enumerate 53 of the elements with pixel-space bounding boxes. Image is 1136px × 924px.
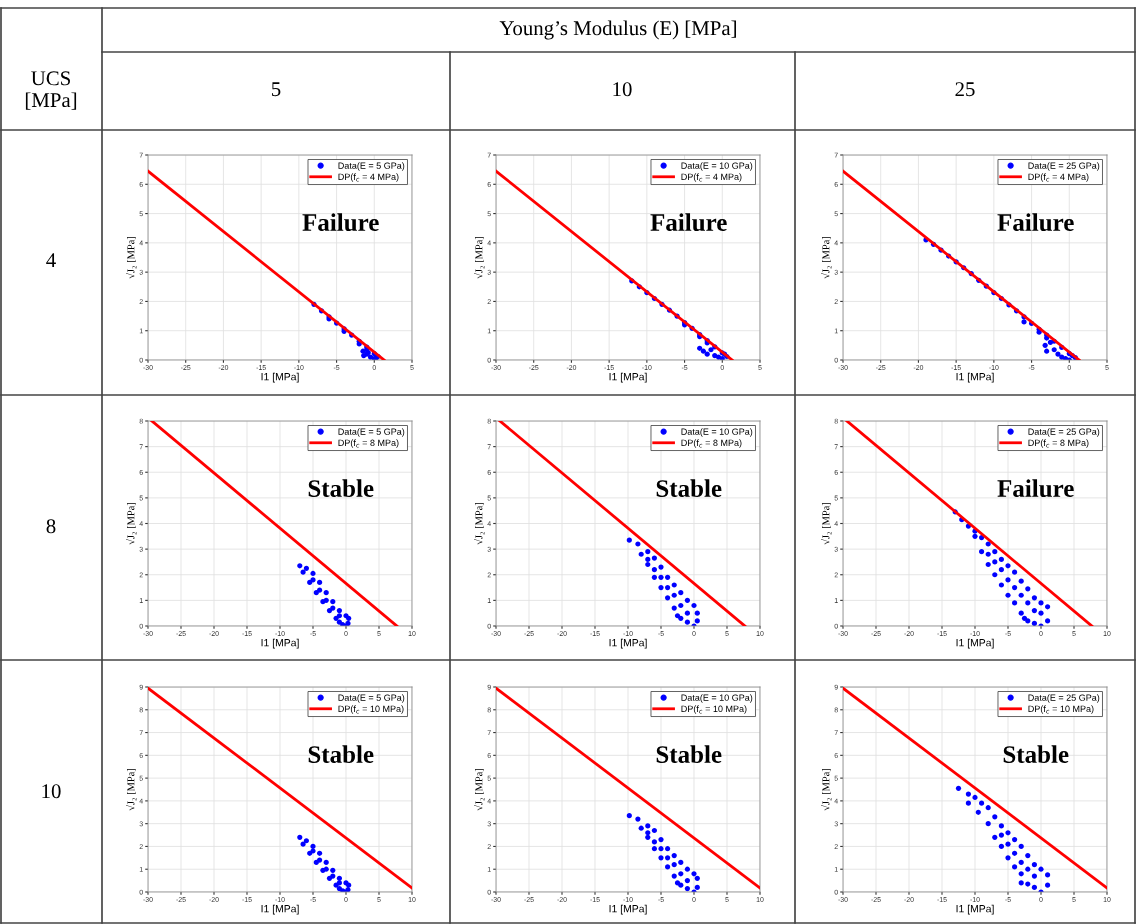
legend-label: Data(E = 25 GPa) xyxy=(1028,428,1100,437)
annotation: Stable xyxy=(308,479,374,497)
legend-label: Data(E = 25 GPa) xyxy=(1028,162,1100,171)
legend-label: DP(f$_{c}$ = 4 MPa) xyxy=(681,173,742,182)
text: 10 xyxy=(42,784,61,799)
annotation: Failure xyxy=(997,213,1074,232)
x-axis-title: I1 [MPa] xyxy=(261,638,299,649)
x-axis-title: I1 [MPa] xyxy=(609,638,647,649)
annotation: Stable xyxy=(656,479,722,497)
annotation: Stable xyxy=(308,745,374,763)
legend-label: Data(E = 10 GPa) xyxy=(681,162,753,171)
text: UCS [MPa] xyxy=(25,71,77,110)
text: 25 xyxy=(955,82,975,97)
x-axis-title: I1 [MPa] xyxy=(956,904,994,915)
annotation: Stable xyxy=(656,745,722,763)
legend-label: DP(f$_{c}$ = 10 MPa) xyxy=(681,705,747,714)
legend-label: DP(f$_{c}$ = 4 MPa) xyxy=(1028,173,1089,182)
y-axis-title: √J₂ [MPa] xyxy=(126,768,137,811)
text: 5 xyxy=(272,82,281,97)
text: 8 xyxy=(46,519,56,534)
y-axis-title: √J₂ [MPa] xyxy=(821,768,832,811)
y-axis-title: √J₂ [MPa] xyxy=(821,236,832,279)
legend-label: DP(f$_{c}$ = 8 MPa) xyxy=(1028,439,1089,448)
y-axis-title: √J₂ [MPa] xyxy=(821,502,832,545)
annotation: Failure xyxy=(302,213,379,232)
text: 10 xyxy=(613,82,632,97)
legend-label: DP(f$_{c}$ = 8 MPa) xyxy=(681,439,742,448)
legend-label: Data(E = 5 GPa) xyxy=(338,162,405,171)
legend-label: DP(f$_{c}$ = 4 MPa) xyxy=(338,173,399,182)
y-axis-title: √J₂ [MPa] xyxy=(126,236,137,279)
legend-label: DP(f$_{c}$ = 10 MPa) xyxy=(338,705,404,714)
x-axis-title: I1 [MPa] xyxy=(956,372,994,383)
legend-label: DP(f$_{c}$ = 8 MPa) xyxy=(338,439,399,448)
x-axis-title: I1 [MPa] xyxy=(609,372,647,383)
x-axis-title: I1 [MPa] xyxy=(956,638,994,649)
legend-label: Data(E = 5 GPa) xyxy=(338,694,405,703)
text: Young’s Modulus (E) [MPa] xyxy=(499,20,736,40)
annotation: Failure xyxy=(997,479,1074,498)
y-axis-title: √J₂ [MPa] xyxy=(474,236,485,279)
x-axis-title: I1 [MPa] xyxy=(609,904,647,915)
text: 4 xyxy=(46,253,56,268)
legend-label: Data(E = 5 GPa) xyxy=(338,428,405,437)
annotation: Stable xyxy=(1003,745,1069,763)
x-axis-title: I1 [MPa] xyxy=(261,372,299,383)
y-axis-title: √J₂ [MPa] xyxy=(474,502,485,545)
y-axis-title: √J₂ [MPa] xyxy=(126,502,137,545)
legend-label: Data(E = 10 GPa) xyxy=(681,694,753,703)
annotation: Failure xyxy=(650,213,727,232)
legend-label: Data(E = 10 GPa) xyxy=(681,428,753,437)
legend-label: DP(f$_{c}$ = 10 MPa) xyxy=(1028,705,1094,714)
legend-label: Data(E = 25 GPa) xyxy=(1028,694,1100,703)
x-axis-title: I1 [MPa] xyxy=(261,904,299,915)
y-axis-title: √J₂ [MPa] xyxy=(474,768,485,811)
